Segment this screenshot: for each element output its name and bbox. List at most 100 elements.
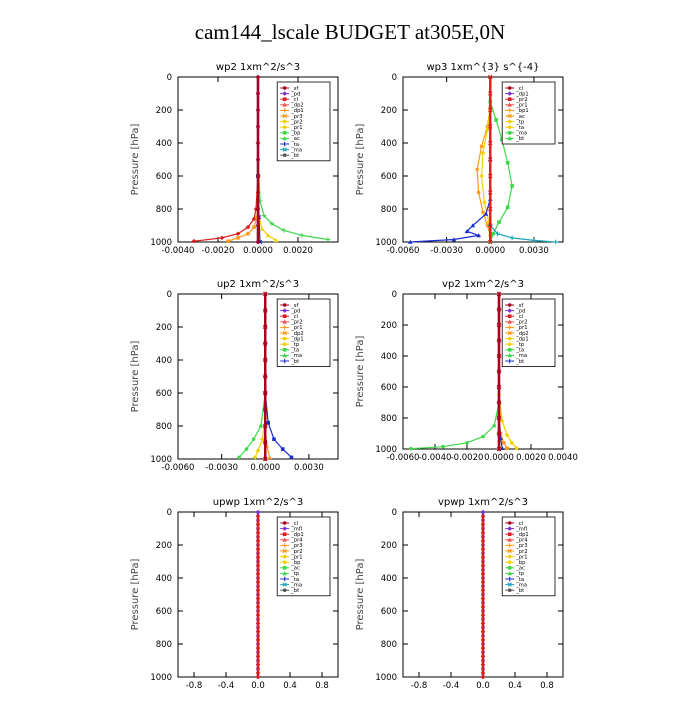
data-point	[255, 629, 261, 634]
x-tick-label: 0.0	[251, 681, 265, 691]
legend-marker	[507, 521, 512, 525]
data-point	[479, 173, 484, 179]
data-point	[482, 200, 487, 205]
x-tick-label: 0.4	[283, 681, 297, 691]
data-point	[470, 223, 476, 228]
data-point	[256, 510, 260, 514]
series-line	[264, 392, 292, 458]
legend-entry: _bp	[290, 560, 301, 566]
chart-title: up2 1xm^2/s^3	[217, 279, 299, 290]
legend-marker	[507, 124, 512, 130]
y-axis-label: Pressure [hPa]	[355, 124, 366, 196]
data-point	[480, 654, 486, 659]
data-point	[256, 91, 260, 96]
data-point	[465, 441, 469, 445]
data-point	[509, 235, 515, 241]
legend-entry: _pr1	[515, 103, 527, 109]
y-axis-label: Pressure [hPa]	[130, 341, 141, 413]
legend-marker	[507, 341, 512, 347]
legend-marker	[507, 566, 512, 570]
legend-entry: _pr2	[515, 320, 527, 326]
y-tick-label: 600	[156, 389, 172, 399]
data-point	[451, 237, 457, 242]
legend-entry: _dp2	[290, 331, 303, 337]
data-point	[488, 206, 493, 212]
legend-entry: _cl	[290, 314, 298, 320]
y-tick-label: 600	[156, 172, 172, 182]
legend-entry: _tp	[290, 571, 300, 577]
legend-entry: _dp1	[290, 336, 303, 342]
legend-entry: _ma	[290, 582, 302, 588]
legend-entry: _ac	[290, 136, 300, 142]
data-point	[476, 233, 481, 238]
panel-vpwp: vpwp 1xm^2/s^3 Pressure [hPa] 0 200 400 600 80…	[355, 497, 564, 691]
y-tick-label: 800	[381, 640, 397, 650]
legend-entry: _pr1	[515, 554, 527, 560]
legend-entry: _ta	[515, 348, 524, 354]
series-sf	[256, 75, 260, 244]
y-tick-label: 0	[392, 290, 397, 300]
data-point	[251, 437, 256, 441]
legend-marker	[282, 588, 287, 592]
legend-entry: _dp1	[515, 91, 528, 97]
data-point	[510, 184, 514, 188]
data-point	[481, 510, 485, 514]
legend-entry: _ta	[290, 348, 299, 354]
y-tick-label: 200	[156, 541, 172, 551]
data-point	[273, 238, 279, 243]
legend-entry: _pd	[515, 308, 525, 314]
legend-entry: _mfl	[290, 526, 302, 532]
legend-entry: _ma	[290, 147, 302, 153]
y-tick-label: 400	[156, 574, 172, 584]
legend-entry: _pr2	[290, 119, 302, 125]
legend-marker	[282, 566, 287, 570]
legend-marker	[507, 548, 512, 554]
legend-entry: _ac	[515, 566, 525, 572]
data-point	[485, 127, 490, 133]
x-tick-label: 0.0000	[250, 463, 280, 473]
data-point	[480, 530, 486, 535]
legend-entry: _sf	[515, 303, 523, 309]
data-point	[256, 157, 260, 162]
legend-entry: _mfl	[515, 526, 527, 532]
data-point	[492, 423, 496, 428]
data-point	[480, 588, 486, 593]
legend-marker	[282, 147, 287, 152]
y-tick-label: 1000	[375, 673, 397, 683]
y-tick-label: 200	[381, 321, 397, 331]
data-point	[244, 447, 249, 451]
data-point	[263, 374, 268, 379]
legend-entry: _bt	[515, 588, 524, 594]
y-tick-label: 0	[167, 73, 172, 83]
data-point	[496, 322, 502, 328]
legend-marker	[282, 559, 287, 565]
data-point	[480, 645, 486, 651]
data-point	[299, 233, 305, 238]
series-line	[489, 225, 556, 243]
legend-entry: _cl	[290, 97, 298, 103]
data-point	[480, 637, 486, 643]
legend-entry: _dp1	[515, 532, 528, 538]
data-point	[263, 291, 268, 297]
data-point	[488, 223, 493, 228]
data-point	[407, 239, 413, 244]
data-point	[488, 173, 493, 179]
series-dp1	[409, 400, 501, 451]
legend-marker	[282, 141, 287, 147]
data-point	[496, 291, 502, 297]
data-point	[236, 236, 240, 240]
data-point	[255, 563, 261, 568]
legend-entry: _bp	[290, 131, 301, 137]
x-tick-label: -0.0060	[387, 453, 420, 463]
series-dp1	[237, 391, 268, 460]
data-point	[483, 211, 489, 216]
legend-marker	[282, 353, 287, 358]
legend-entry: _ac	[290, 566, 300, 572]
y-tick-label: 800	[381, 414, 397, 424]
x-tick-label: 0.0	[476, 681, 490, 691]
x-tick-label: -0.0030	[430, 246, 463, 256]
legend-marker	[507, 303, 512, 307]
y-tick-label: 400	[381, 352, 397, 362]
y-tick-label: 600	[381, 172, 397, 182]
data-point	[263, 308, 268, 313]
